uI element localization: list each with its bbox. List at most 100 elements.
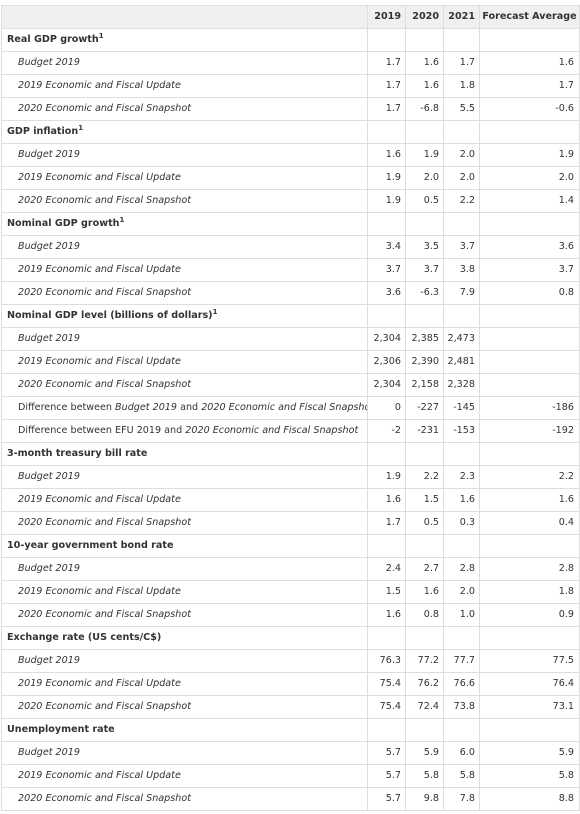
empty-cell <box>367 626 406 650</box>
value-cell-2019: 2,304 <box>367 373 406 397</box>
empty-cell <box>479 534 580 558</box>
table-body: Real GDP growth1 Budget 2019 1.7 1.6 1.7 1.6 2… <box>1 28 580 811</box>
value-cell-2021: -153 <box>443 419 480 443</box>
row-label: Difference between EFU 2019 and 2020 Eco… <box>1 419 368 443</box>
empty-cell <box>479 626 580 650</box>
empty-cell <box>367 28 406 52</box>
table-row: Budget 2019 2.4 2.7 2.8 2.8 <box>1 557 580 581</box>
header-year-2019: 2019 <box>367 5 406 29</box>
section-header-row: Nominal GDP level (billions of dollars)1 <box>1 304 580 328</box>
row-label: 2020 Economic and Fiscal Snapshot <box>1 97 368 121</box>
row-label: 2019 Economic and Fiscal Update <box>1 258 368 282</box>
empty-cell <box>443 534 480 558</box>
table-row: 2020 Economic and Fiscal Snapshot 1.9 0.5 2… <box>1 189 580 213</box>
section-header-row: Exchange rate (US cents/C$) <box>1 626 580 650</box>
row-label: Budget 2019 <box>1 557 368 581</box>
footnote-marker: 1 <box>78 124 84 132</box>
value-cell-2019: 3.7 <box>367 258 406 282</box>
empty-cell <box>367 304 406 328</box>
row-label: Budget 2019 <box>1 327 368 351</box>
header-forecast-average: Forecast Average <box>479 5 580 29</box>
section-title: Real GDP growth1 <box>1 28 368 52</box>
table-row: 2019 Economic and Fiscal Update 1.9 2.0 2.0… <box>1 166 580 190</box>
forecast-average-cell: 1.9 <box>479 143 580 167</box>
value-cell-2020: 2,390 <box>405 350 444 374</box>
table-row: 2020 Economic and Fiscal Snapshot 3.6 -6.3… <box>1 281 580 305</box>
forecast-average-cell: 76.4 <box>479 672 580 696</box>
empty-cell <box>367 718 406 742</box>
forecast-average-cell: 0.4 <box>479 511 580 535</box>
value-cell-2020: 0.5 <box>405 189 444 213</box>
table-row: Budget 2019 2,304 2,385 2,473 <box>1 327 580 351</box>
row-label-part: and <box>177 402 202 413</box>
section-title: 10-year government bond rate <box>1 534 368 558</box>
header-year-2021: 2021 <box>443 5 480 29</box>
table-row: Budget 2019 5.7 5.9 6.0 5.9 <box>1 741 580 765</box>
section-header-row: 3-month treasury bill rate <box>1 442 580 466</box>
value-cell-2019: 1.9 <box>367 465 406 489</box>
value-cell-2021: 7.8 <box>443 787 480 811</box>
row-label: Budget 2019 <box>1 649 368 673</box>
row-label: 2019 Economic and Fiscal Update <box>1 74 368 98</box>
value-cell-2019: 1.9 <box>367 166 406 190</box>
section-title-text: Real GDP growth <box>7 34 99 45</box>
value-cell-2019: 1.7 <box>367 97 406 121</box>
section-title: Nominal GDP level (billions of dollars)1 <box>1 304 368 328</box>
row-label: 2020 Economic and Fiscal Snapshot <box>1 603 368 627</box>
value-cell-2021: 1.7 <box>443 51 480 75</box>
value-cell-2020: -6.8 <box>405 97 444 121</box>
table-row: 2019 Economic and Fiscal Update 1.7 1.6 1.8… <box>1 74 580 98</box>
section-header-row: Unemployment rate <box>1 718 580 742</box>
value-cell-2019: 1.9 <box>367 189 406 213</box>
value-cell-2021: 0.3 <box>443 511 480 535</box>
forecast-average-cell: 3.7 <box>479 258 580 282</box>
forecast-average-cell: 1.7 <box>479 74 580 98</box>
empty-cell <box>479 120 580 144</box>
value-cell-2021: 2,481 <box>443 350 480 374</box>
empty-cell <box>443 304 480 328</box>
row-label: 2019 Economic and Fiscal Update <box>1 350 368 374</box>
value-cell-2019: 76.3 <box>367 649 406 673</box>
footnote-marker: 1 <box>212 308 218 316</box>
table-row: 2020 Economic and Fiscal Snapshot 1.6 0.8 1… <box>1 603 580 627</box>
empty-cell <box>479 442 580 466</box>
empty-cell <box>367 442 406 466</box>
value-cell-2019: 3.4 <box>367 235 406 259</box>
value-cell-2019: 3.6 <box>367 281 406 305</box>
empty-cell <box>405 442 444 466</box>
value-cell-2020: 1.6 <box>405 51 444 75</box>
empty-cell <box>405 718 444 742</box>
forecast-average-cell: -192 <box>479 419 580 443</box>
value-cell-2020: 5.8 <box>405 764 444 788</box>
value-cell-2021: 1.0 <box>443 603 480 627</box>
header-label-cell <box>1 5 368 29</box>
value-cell-2019: 5.7 <box>367 741 406 765</box>
empty-cell <box>405 304 444 328</box>
section-title-text: Unemployment rate <box>7 724 115 735</box>
value-cell-2019: 1.7 <box>367 74 406 98</box>
value-cell-2020: 72.4 <box>405 695 444 719</box>
value-cell-2021: 6.0 <box>443 741 480 765</box>
value-cell-2019: 75.4 <box>367 695 406 719</box>
forecast-average-cell <box>479 373 580 397</box>
row-label: Budget 2019 <box>1 51 368 75</box>
value-cell-2019: 0 <box>367 396 406 420</box>
table-row: 2019 Economic and Fiscal Update 75.4 76.2 7… <box>1 672 580 696</box>
value-cell-2019: 1.7 <box>367 51 406 75</box>
value-cell-2020: 1.5 <box>405 488 444 512</box>
forecast-average-cell: 1.6 <box>479 488 580 512</box>
forecast-average-cell: 1.4 <box>479 189 580 213</box>
value-cell-2021: 5.5 <box>443 97 480 121</box>
section-title: GDP inflation1 <box>1 120 368 144</box>
row-label: Budget 2019 <box>1 465 368 489</box>
header-year-2020: 2020 <box>405 5 444 29</box>
forecast-average-cell: 2.2 <box>479 465 580 489</box>
section-header-row: GDP inflation1 <box>1 120 580 144</box>
value-cell-2020: -231 <box>405 419 444 443</box>
table-row: 2020 Economic and Fiscal Snapshot 1.7 0.5 0… <box>1 511 580 535</box>
empty-cell <box>367 120 406 144</box>
table-row: 2019 Economic and Fiscal Update 2,306 2,39… <box>1 350 580 374</box>
value-cell-2020: 9.8 <box>405 787 444 811</box>
value-cell-2021: 76.6 <box>443 672 480 696</box>
section-header-row: Real GDP growth1 <box>1 28 580 52</box>
